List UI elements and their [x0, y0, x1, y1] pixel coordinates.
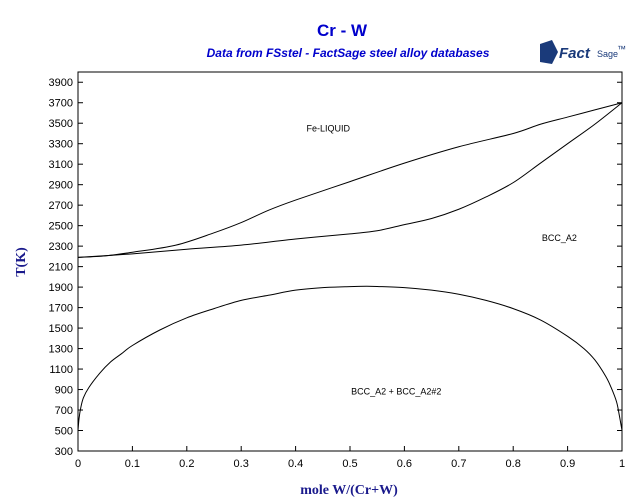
x-tick-label: 0 [75, 458, 81, 470]
x-tick-label: 0.4 [288, 458, 303, 470]
x-axis-title: mole W/(Cr+W) [300, 483, 398, 498]
y-axis: 300 500 700 900 1100 1300 1500 1700 1900 2100 2300… [49, 77, 622, 458]
series-layer [77, 102, 623, 431]
chart-title: Cr - W [317, 21, 368, 40]
y-tick-label: 1100 [49, 364, 73, 376]
annotation-layer: Fe-LIQUID BCC_A2 BCC_A2 + BCC_A2#2 [306, 123, 576, 396]
phase-boundary-lower-line [77, 102, 623, 258]
x-tick-label: 0.9 [560, 458, 575, 470]
phase-boundary-upper-line [77, 102, 623, 258]
x-tick-label: 0.3 [234, 458, 249, 470]
x-tick-label: 0.6 [397, 458, 412, 470]
x-tick-label: 0.8 [506, 458, 521, 470]
region-label: BCC_A2 + BCC_A2#2 [351, 387, 441, 397]
logo-suffix-text: Sage [597, 49, 618, 59]
y-tick-label: 1500 [49, 323, 73, 335]
y-tick-label: 2900 [49, 180, 73, 192]
x-tick-label: 0.7 [451, 458, 466, 470]
x-tick-label: 1 [619, 458, 625, 470]
y-tick-label: 700 [55, 405, 73, 417]
logo-tm-text: ™ [617, 44, 626, 54]
factsage-logo: Fact Sage ™ [540, 40, 626, 64]
y-tick-label: 3900 [49, 77, 73, 89]
logo-shape-icon [540, 40, 558, 64]
y-tick-label: 3300 [49, 139, 73, 151]
y-tick-label: 2300 [49, 241, 73, 253]
x-axis: 0 0.1 0.2 0.3 0.4 0.5 0.6 0.7 0.8 0.9 1 [75, 446, 625, 470]
y-tick-label: 3100 [49, 159, 73, 171]
x-tick-label: 0.2 [179, 458, 194, 470]
y-tick-label: 2500 [49, 221, 73, 233]
y-tick-label: 3500 [49, 118, 73, 130]
y-tick-label: 1300 [49, 344, 73, 356]
y-tick-label: 1700 [49, 303, 73, 315]
y-tick-label: 2700 [49, 200, 73, 212]
y-axis-title: T(K) [14, 247, 29, 277]
logo-main-text: Fact [559, 45, 591, 62]
y-tick-label: 900 [55, 385, 73, 397]
x-tick-label: 0.1 [125, 458, 140, 470]
y-tick-label: 1900 [49, 282, 73, 294]
y-tick-label: 500 [55, 426, 73, 438]
y-tick-label: 3700 [49, 98, 73, 110]
y-tick-label: 2100 [49, 262, 73, 274]
region-label: Fe-LIQUID [306, 123, 350, 133]
plot-frame [77, 71, 623, 452]
miscibility-gap-line [77, 285, 623, 431]
y-tick-label: 300 [55, 446, 73, 458]
x-tick-label: 0.5 [342, 458, 357, 470]
chart-subtitle: Data from FSstel - FactSage steel alloy … [207, 46, 490, 60]
region-label: BCC_A2 [542, 233, 577, 243]
